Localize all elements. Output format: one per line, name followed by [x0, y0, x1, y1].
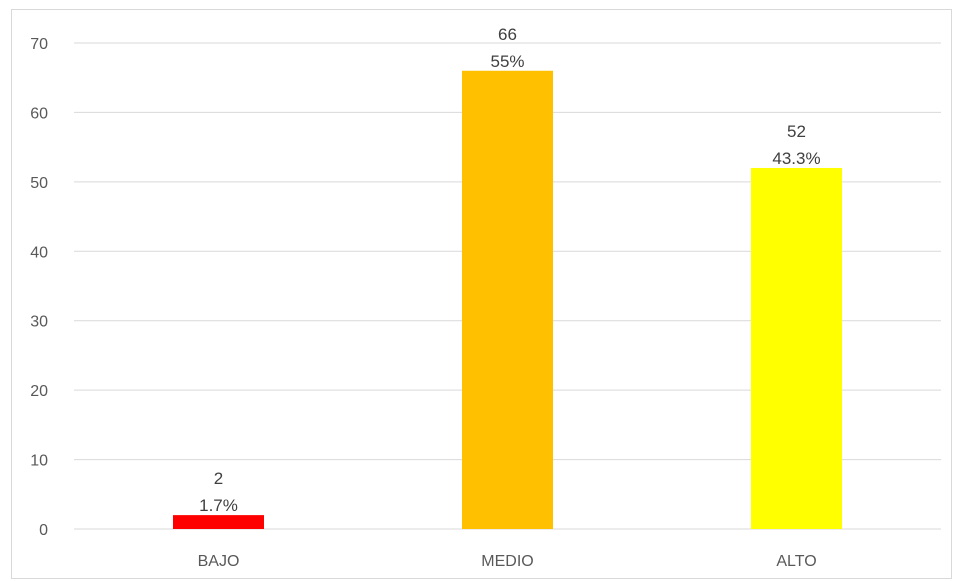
x-tick-label: BAJO	[198, 553, 240, 570]
y-tick-label: 30	[30, 314, 48, 331]
data-label-percent: 1.7%	[199, 496, 238, 515]
y-tick-label: 0	[39, 522, 48, 539]
bar-medio	[462, 70, 553, 530]
y-tick-label: 50	[30, 175, 48, 192]
x-axis-ticks: BAJO MEDIO ALTO	[198, 553, 817, 570]
data-label-value: 66	[498, 25, 517, 44]
data-labels: 2 1.7% 66 55% 52 43.3%	[199, 25, 820, 515]
data-label-value: 2	[214, 469, 223, 488]
data-label-percent: 43.3%	[772, 149, 820, 168]
y-axis-ticks: 0 10 20 30 40 50 60 70	[30, 36, 48, 539]
y-tick-label: 20	[30, 383, 48, 400]
x-tick-label: MEDIO	[481, 553, 533, 570]
x-tick-label: ALTO	[776, 553, 816, 570]
data-label-percent: 55%	[490, 52, 524, 71]
data-label-value: 52	[787, 122, 806, 141]
y-tick-label: 40	[30, 244, 48, 261]
y-tick-label: 60	[30, 105, 48, 122]
bar-bajo	[173, 515, 264, 529]
bar-alto	[751, 167, 842, 529]
y-tick-label: 70	[30, 36, 48, 53]
y-tick-label: 10	[30, 453, 48, 470]
chart-frame	[11, 9, 952, 579]
bars	[173, 70, 842, 530]
